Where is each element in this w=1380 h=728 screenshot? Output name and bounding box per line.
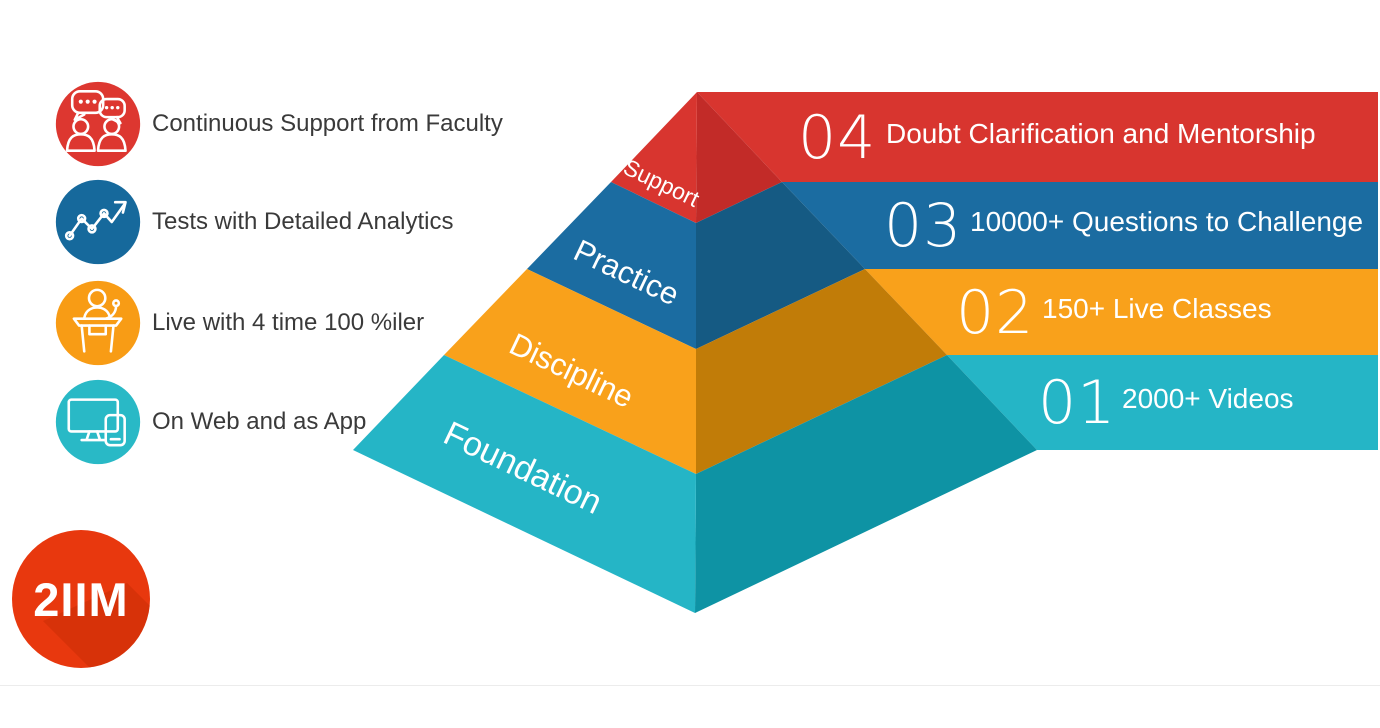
bubble-dot xyxy=(104,105,109,110)
bottom-divider xyxy=(0,685,1380,686)
bar-level-2: 02 150+ Live Classes xyxy=(865,269,1378,355)
logo-text: 2IIM xyxy=(33,573,128,626)
bar-shape-level-4 xyxy=(697,92,1378,182)
bar-label-03: 10000+ Questions to Challenge xyxy=(970,206,1363,237)
phone-icon xyxy=(104,413,126,447)
bar-rank-03: 03 xyxy=(884,191,962,261)
brand-logo: 2IIM xyxy=(11,529,151,669)
feature-item-web-app: On Web and as App xyxy=(55,378,366,466)
person-shoulders xyxy=(96,133,127,152)
icon-circle xyxy=(55,81,141,167)
bar-shape-level-2 xyxy=(865,269,1378,355)
feature-label: On Web and as App xyxy=(152,408,367,435)
bar-label-02: 150+ Live Classes xyxy=(1042,293,1272,324)
logo-2iim-icon: 2IIM xyxy=(12,530,150,668)
chart-point xyxy=(87,224,97,234)
bubble-dot xyxy=(78,99,83,104)
feature-label: Tests with Detailed Analytics xyxy=(152,208,454,235)
bar-label-04: Doubt Clarification and Mentorship xyxy=(886,118,1316,149)
bubble-dot xyxy=(85,99,90,104)
bar-level-3: 03 10000+ Questions to Challenge xyxy=(782,182,1378,269)
bar-rank-01: 01 xyxy=(1038,368,1116,438)
bar-rank-02: 02 xyxy=(956,278,1034,348)
web-app-devices-icon xyxy=(55,379,141,465)
chat-people-icon xyxy=(55,81,141,167)
person-shoulders xyxy=(65,133,96,152)
icon-circle xyxy=(55,280,141,366)
bar-shape-level-3 xyxy=(782,182,1378,269)
feature-item-analytics: Tests with Detailed Analytics xyxy=(55,178,453,266)
chart-arrowhead xyxy=(113,200,127,214)
line-chart-icon xyxy=(55,179,141,265)
bubble-dot xyxy=(116,105,120,110)
feature-item-support: Continuous Support from Faculty xyxy=(55,80,503,168)
lecturer-podium-icon xyxy=(55,280,141,366)
pyramid-face-shadow-practice xyxy=(696,182,865,349)
speaker-shoulders xyxy=(82,306,112,320)
pyramid-face-shadow-discipline xyxy=(696,269,947,474)
bar-level-1: 01 2000+ Videos xyxy=(947,355,1378,450)
pyramid-face-foundation xyxy=(353,355,696,613)
bubble-dot xyxy=(110,105,114,110)
podium-top xyxy=(72,317,123,327)
monitor-stand xyxy=(80,430,107,442)
podium-panel xyxy=(88,324,108,336)
chart-point xyxy=(99,208,109,219)
pyramid-face-practice xyxy=(527,182,696,349)
bubble-dot xyxy=(92,99,97,104)
bubble-tail xyxy=(73,111,86,121)
pyramid-face-shadow-foundation xyxy=(695,355,1037,613)
pyramid-face-discipline xyxy=(444,269,696,474)
feature-item-live-classes: Live with 4 time 100 %iler xyxy=(55,279,424,367)
chart-point xyxy=(64,231,75,241)
chart-point xyxy=(76,213,87,224)
bar-level-4: 04 Doubt Clarification and Mentorship xyxy=(697,92,1378,182)
bar-rank-04: 04 xyxy=(798,103,876,173)
feature-label: Continuous Support from Faculty xyxy=(152,110,503,137)
bar-shape-level-1 xyxy=(947,355,1378,450)
pyramid-face-shadow-support xyxy=(696,92,782,223)
speech-bubble-large xyxy=(70,90,105,115)
speech-bubble-small xyxy=(98,97,126,119)
feature-label: Live with 4 time 100 %iler xyxy=(152,309,425,336)
bar-label-01: 2000+ Videos xyxy=(1122,383,1294,414)
pyramid-face-support xyxy=(611,92,697,223)
podium-body xyxy=(80,324,115,353)
